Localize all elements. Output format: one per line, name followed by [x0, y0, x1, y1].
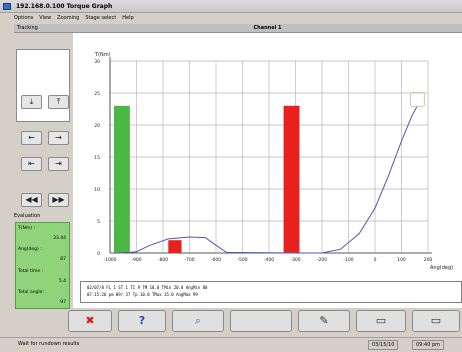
- info-box: 02/07/8 FL 1 ST 1 TI 9 TM 18.0 TMin 20.0…: [80, 281, 462, 303]
- x-tick-label: -800: [158, 257, 168, 263]
- nav-right-button[interactable]: →: [48, 131, 69, 145]
- zoom-icon: ⌕: [194, 314, 202, 327]
- x-tick-label: -1000: [103, 257, 116, 263]
- info-line-1: 02/07/8 FL 1 ST 1 TI 9 TM 18.0 TMin 20.0…: [87, 285, 208, 290]
- status-date: 03/15/10: [368, 340, 399, 350]
- nav-up-button[interactable]: ⤒: [48, 95, 69, 109]
- y-tick-label: 5: [97, 219, 100, 225]
- nav-first-button[interactable]: ◀◀: [21, 193, 42, 207]
- help-button[interactable]: ?: [118, 310, 166, 332]
- y-axis-label: T(Nm): [94, 52, 111, 58]
- tracking-list[interactable]: [16, 49, 70, 122]
- arrow-up-icon: ⤒: [56, 97, 61, 106]
- eval-value-angle: 87: [60, 257, 66, 262]
- arrow-right-icon: →: [55, 133, 62, 142]
- x-tick-label: -400: [264, 257, 274, 263]
- menu-options[interactable]: Options: [14, 15, 34, 21]
- limit-bar-2: [168, 240, 182, 253]
- fast-forward-icon: ▶▶: [52, 195, 65, 204]
- status-time: 09:40 pm: [412, 340, 445, 350]
- window-button-2[interactable]: ▭: [412, 310, 460, 332]
- chart-area[interactable]: -1000 -900 -800 -700 -600 -500 -400 -300 -200 -10…: [73, 33, 462, 308]
- limit-bar-3: [283, 105, 300, 253]
- eval-value-torque: 33.44: [53, 236, 66, 241]
- x-tick-label: -700: [184, 257, 194, 263]
- x-tick-label: 200: [424, 257, 433, 263]
- menu-zooming[interactable]: Zooming: [57, 15, 80, 21]
- rewind-icon: ◀◀: [25, 195, 38, 204]
- y-tick-label: 10: [94, 187, 100, 193]
- nav-right-fast-button[interactable]: ⇥: [48, 157, 69, 171]
- nav-last-button[interactable]: ▶▶: [48, 193, 69, 207]
- eval-value-total-angle: 97: [60, 300, 66, 305]
- arrow-down-icon: ⤓: [29, 97, 34, 106]
- close-x-icon: ✖: [85, 314, 95, 327]
- y-tick-label: 30: [94, 59, 100, 65]
- x-tick-label: 100: [397, 257, 406, 263]
- menu-view[interactable]: View: [39, 15, 52, 21]
- info-line-2: 07:15:26 pm 09/ 37 Tp 10.0 TMax 35.0 Ang…: [87, 292, 198, 297]
- app-icon: [3, 3, 11, 10]
- eval-label-angle: Ang(deg) :: [18, 247, 42, 252]
- nav-left-fast-button[interactable]: ⇤: [21, 157, 42, 171]
- title-bar: 192.168.0.100 Torque Graph: [0, 0, 462, 13]
- menu-help[interactable]: Help: [122, 15, 134, 21]
- torque-chart: -1000 -900 -800 -700 -600 -500 -400 -300 -200 -10…: [94, 52, 453, 271]
- status-bar: Wait for rundown results 03/15/10 09:40 …: [0, 337, 462, 352]
- window-button-1[interactable]: ▭: [356, 310, 406, 332]
- toolbar: ✖ ? ⌕ ✎ ▭ ▭: [60, 310, 462, 334]
- arrow-left-icon: ⇤: [28, 159, 35, 168]
- end-point-marker: [409, 91, 425, 107]
- arrow-left-icon: ←: [28, 133, 35, 142]
- limit-bar-1: [113, 105, 130, 253]
- evaluation-box: T(Nm) : 33.44 Ang(deg) : 87 Total time :…: [15, 222, 70, 309]
- x-tick-label: -100: [343, 257, 353, 263]
- blank-button[interactable]: [230, 310, 292, 332]
- menu-bar: Options View Zooming Stage select Help: [0, 13, 462, 24]
- y-tick-label: 25: [94, 91, 100, 97]
- chart-header: Channel 1: [73, 24, 462, 33]
- help-icon: ?: [138, 314, 146, 327]
- torque-curve: [110, 105, 418, 254]
- pen-icon: ✎: [319, 314, 329, 327]
- y-tick-label: 15: [94, 155, 100, 161]
- x-tick-label: -300: [290, 257, 300, 263]
- eval-label-total-time: Total time :: [18, 269, 44, 274]
- x-tick-label: -900: [131, 257, 141, 263]
- cancel-button[interactable]: ✖: [68, 310, 112, 332]
- x-tick-label: -500: [237, 257, 247, 263]
- window-title: 192.168.0.100 Torque Graph: [16, 3, 113, 10]
- window-icon: ▭: [375, 314, 387, 327]
- status-message: Wait for rundown results: [18, 341, 80, 347]
- nav-down-button[interactable]: ⤓: [21, 95, 42, 109]
- eval-label-total-angle: Total angle:: [18, 290, 44, 295]
- menu-stage-select[interactable]: Stage select: [85, 15, 117, 21]
- x-tick-label: -200: [317, 257, 327, 263]
- tracking-panel: ⤓ ⤒ ← → ⇤ ⇥ ◀◀ ▶▶ Evaluation T(Nm) : 33.…: [14, 33, 71, 309]
- window-icon: ▭: [430, 314, 442, 327]
- tracking-header: Tracking: [14, 24, 73, 33]
- edit-button[interactable]: ✎: [298, 310, 350, 332]
- zoom-button[interactable]: ⌕: [172, 310, 224, 332]
- arrow-right-icon: ⇥: [55, 159, 62, 168]
- y-tick-label: 20: [94, 123, 100, 129]
- nav-left-button[interactable]: ←: [21, 131, 42, 145]
- evaluation-title: Evaluation: [14, 213, 41, 219]
- eval-label-torque: T(Nm) :: [18, 226, 35, 231]
- x-axis-label: Ang(deg): [430, 265, 453, 271]
- x-tick-label: 0: [374, 257, 377, 263]
- eval-value-total-time: 5.4: [58, 279, 66, 284]
- y-tick-label: 0: [97, 251, 100, 257]
- x-tick-label: -600: [211, 257, 221, 263]
